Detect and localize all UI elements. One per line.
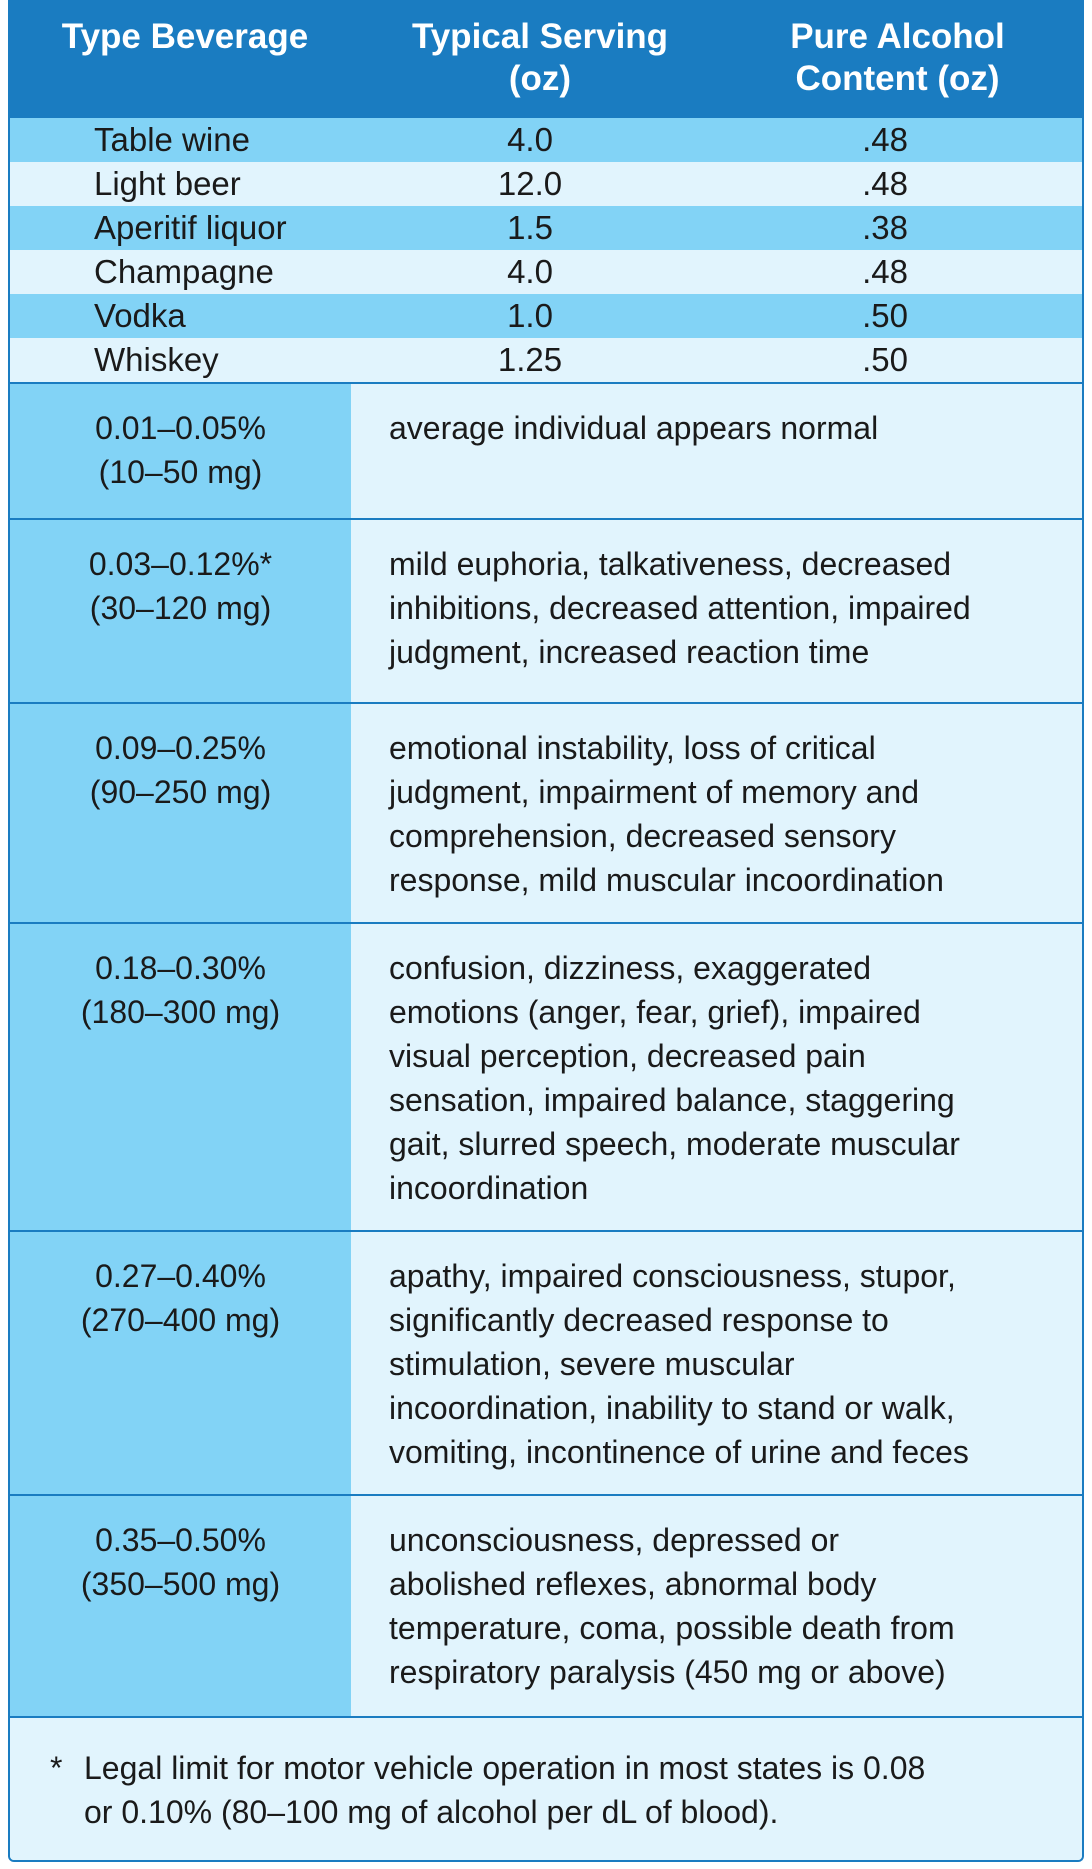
bac-mg: (180–300 mg) [80, 994, 281, 1030]
effect-line: significantly decreased response to [389, 1302, 889, 1338]
beverage-name: Champagne [94, 253, 274, 290]
beverage-serving: 4.0 [507, 253, 553, 290]
bac-level-row: 0.18–0.30% (180–300 mg) confusion, dizzi… [10, 924, 1082, 1230]
table-row: Vodka 1.0 .50 [10, 294, 1082, 338]
alcohol-effects-table: Type Beverage Typical Serving (oz) Pure … [8, 0, 1084, 1862]
table-row: Champagne 4.0 .48 [10, 250, 1082, 294]
footnote: * Legal limit for motor vehicle operatio… [10, 1718, 1082, 1860]
table-row: Table wine 4.0 .48 [10, 118, 1082, 162]
table-row: Light beer 12.0 .48 [10, 162, 1082, 206]
effect-line: confusion, dizziness, exaggerated [389, 950, 872, 986]
effect-line: gait, slurred speech, moderate muscular [389, 1126, 960, 1162]
bac-effects-cell: mild euphoria, talkativeness, decreased … [351, 520, 1082, 702]
bac-level-row: 0.27–0.40% (270–400 mg) apathy, impaired… [10, 1232, 1082, 1494]
beverage-name: Whiskey [94, 341, 219, 378]
effect-line: comprehension, decreased sensory [389, 818, 896, 854]
beverage-name: Table wine [94, 121, 250, 158]
beverage-name: Aperitif liquor [94, 209, 287, 246]
section-divider [10, 1716, 1082, 1718]
bac-level-row: 0.35–0.50% (350–500 mg) unconsciousness,… [10, 1496, 1082, 1716]
bac-range-cell: 0.27–0.40% (270–400 mg) [10, 1232, 351, 1494]
section-divider [10, 382, 1082, 384]
effect-line: stimulation, severe muscular [389, 1346, 795, 1382]
beverage-alcohol: .48 [862, 165, 908, 202]
effect-line: mild euphoria, talkativeness, decreased [389, 546, 952, 582]
bac-percent: 0.18–0.30% [95, 950, 266, 986]
effect-line: average individual appears normal [389, 410, 879, 446]
beverage-alcohol: .50 [862, 341, 908, 378]
effect-line: respiratory paralysis (450 mg or above) [389, 1654, 946, 1690]
effect-line: incoordination [389, 1170, 589, 1206]
bac-mg: (30–120 mg) [89, 590, 272, 626]
header-type-beverage: Type Beverage [61, 17, 309, 56]
beverage-name: Vodka [94, 297, 186, 334]
beverage-name: Light beer [94, 165, 241, 202]
bac-mg: (270–400 mg) [80, 1302, 281, 1338]
table-header: Type Beverage Typical Serving (oz) Pure … [10, 0, 1082, 118]
bac-mg: (10–50 mg) [98, 454, 263, 490]
beverage-alcohol: .50 [862, 297, 908, 334]
bac-effects-cell: unconsciousness, depressed or abolished … [351, 1496, 1082, 1716]
effect-line: incoordination, inability to stand or wa… [389, 1390, 955, 1426]
bac-percent: 0.01–0.05% [95, 410, 266, 446]
bac-percent: 0.35–0.50% [95, 1522, 266, 1558]
bac-percent: 0.27–0.40% [95, 1258, 266, 1294]
effect-line: visual perception, decreased pain [389, 1038, 866, 1074]
effect-line: emotions (anger, fear, grief), impaired [389, 994, 921, 1030]
beverage-serving: 12.0 [497, 165, 563, 202]
footnote-line: Legal limit for motor vehicle operation … [84, 1750, 926, 1786]
beverage-serving: 1.5 [507, 209, 553, 246]
section-divider [10, 518, 1082, 520]
header-typical-serving: Typical Serving (oz) [411, 17, 669, 98]
header-pure-alcohol: Pure Alcohol Content (oz) [790, 17, 1005, 98]
effect-line: sensation, impaired balance, staggering [389, 1082, 955, 1118]
bac-level-row: 0.09–0.25% (90–250 mg) emotional instabi… [10, 704, 1082, 922]
beverage-alcohol: .38 [862, 209, 908, 246]
table-row: Whiskey 1.25 .50 [10, 338, 1082, 382]
beverage-serving: 1.0 [507, 297, 553, 334]
bac-range-cell: 0.01–0.05% (10–50 mg) [10, 384, 351, 518]
bac-percent: 0.03–0.12%* [88, 546, 273, 582]
bac-range-cell: 0.18–0.30% (180–300 mg) [10, 924, 351, 1230]
effect-line: temperature, coma, possible death from [389, 1610, 955, 1646]
beverage-serving: 4.0 [507, 121, 553, 158]
bac-level-row: 0.01–0.05% (10–50 mg) average individual… [10, 384, 1082, 518]
bac-effects-cell: confusion, dizziness, exaggerated emotio… [351, 924, 1082, 1230]
bac-range-cell: 0.35–0.50% (350–500 mg) [10, 1496, 351, 1716]
effect-line: inhibitions, decreased attention, impair… [389, 590, 971, 626]
footnote-line: or 0.10% (80–100 mg of alcohol per dL of… [84, 1794, 779, 1830]
effect-line: response, mild muscular incoordination [389, 862, 944, 898]
bac-percent: 0.09–0.25% [95, 730, 266, 766]
section-divider [10, 702, 1082, 704]
section-divider [10, 922, 1082, 924]
effect-line: unconsciousness, depressed or [389, 1522, 840, 1558]
beverage-alcohol: .48 [862, 253, 908, 290]
bac-level-row: 0.03–0.12%* (30–120 mg) mild euphoria, t… [10, 520, 1082, 702]
effect-line: abolished reflexes, abnormal body [389, 1566, 877, 1602]
section-divider [10, 1494, 1082, 1496]
bac-effects-cell: average individual appears normal [351, 384, 1082, 518]
beverage-alcohol: .48 [862, 121, 908, 158]
bac-mg: (350–500 mg) [80, 1566, 281, 1602]
effect-line: emotional instability, loss of critical [389, 730, 876, 766]
footnote-marker: * [50, 1750, 63, 1786]
bac-range-cell: 0.03–0.12%* (30–120 mg) [10, 520, 351, 702]
bac-effects-cell: apathy, impaired consciousness, stupor, … [351, 1232, 1082, 1494]
table-row: Aperitif liquor 1.5 .38 [10, 206, 1082, 250]
bac-effects-cell: emotional instability, loss of critical … [351, 704, 1082, 922]
bac-mg: (90–250 mg) [89, 774, 272, 810]
section-divider [10, 1230, 1082, 1232]
effect-line: judgment, impairment of memory and [389, 774, 919, 810]
beverage-serving: 1.25 [497, 341, 563, 378]
beverage-rows: Table wine 4.0 .48 Light beer 12.0 .48 A… [10, 118, 1082, 382]
effect-line: apathy, impaired consciousness, stupor, [389, 1258, 956, 1294]
bac-range-cell: 0.09–0.25% (90–250 mg) [10, 704, 351, 922]
effect-line: judgment, increased reaction time [389, 634, 870, 670]
effect-line: vomiting, incontinence of urine and fece… [389, 1434, 969, 1470]
